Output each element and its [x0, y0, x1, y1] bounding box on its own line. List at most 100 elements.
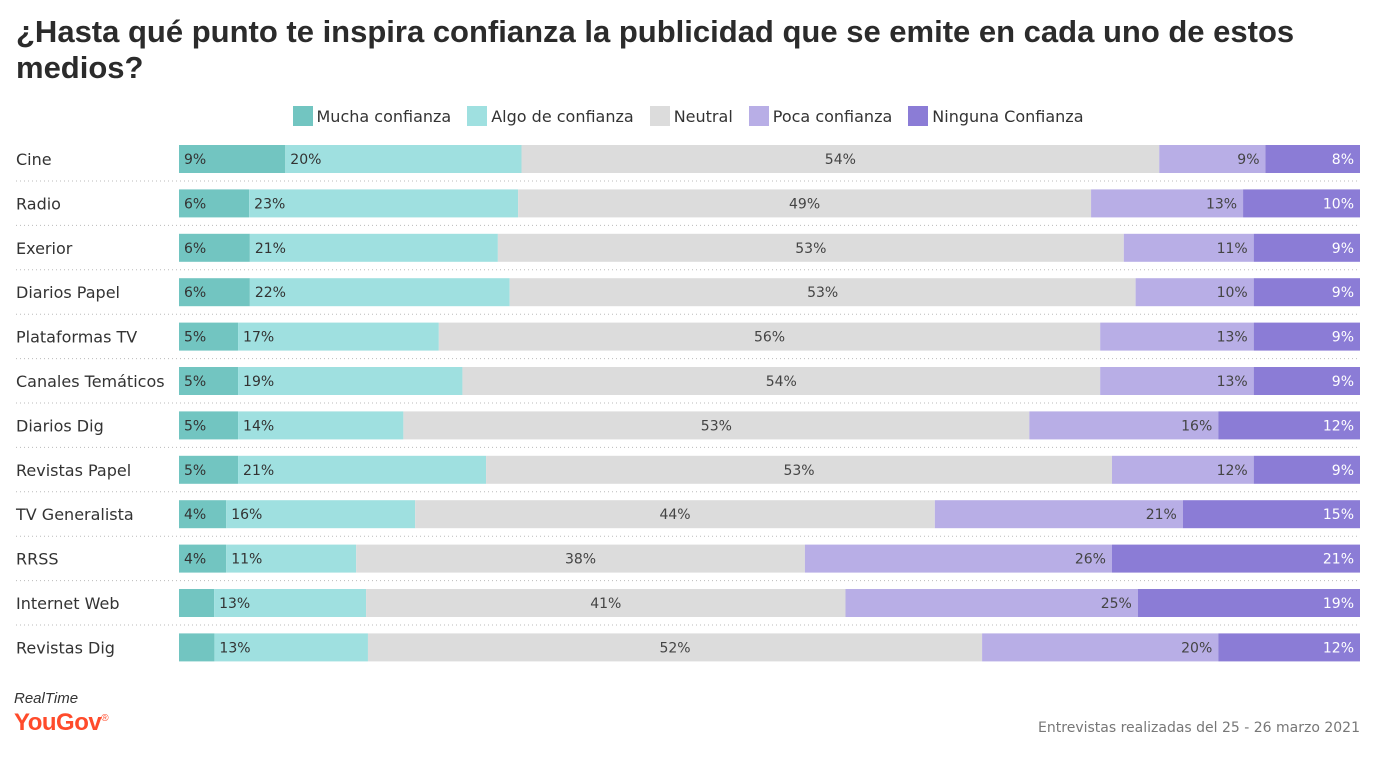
bar-segment-neutral-diarios-dig: [403, 411, 1030, 440]
category-label-radio: Radio: [16, 194, 61, 213]
legend-item-neutral: Neutral: [649, 106, 733, 126]
data-label-mucha-canales-temáticos: 5%: [184, 374, 206, 390]
data-label-mucha-diarios-dig: 5%: [184, 418, 206, 434]
bar-segment-algo-plataformas-tv: [238, 322, 439, 351]
bar-segment-neutral-cine: [521, 145, 1160, 173]
data-label-neutral-exerior: 53%: [795, 241, 826, 257]
bar-segment-poca-diarios-papel: [1135, 278, 1254, 307]
bar-segment-algo-radio: [249, 189, 519, 218]
data-label-mucha-cine: 9%: [184, 152, 206, 168]
bar-segment-mucha-internet-web: [179, 589, 215, 617]
legend-label-ninguna: Ninguna Confianza: [932, 106, 1084, 126]
data-label-poca-diarios-dig: 16%: [1181, 418, 1212, 434]
data-label-ninguna-plataformas-tv: 9%: [1332, 330, 1354, 346]
data-label-ninguna-tv-generalista: 15%: [1323, 507, 1354, 523]
legend-item-ninguna: Ninguna Confianza: [908, 106, 1084, 126]
stacked-bar-chart: Cine 9% 20% 54% 9% 8% Radio 6% 23% 49% 13% 10% Exeri…: [15, 145, 1360, 662]
data-label-poca-exerior: 11%: [1217, 241, 1248, 257]
bar-segment-poca-tv-generalista: [934, 500, 1183, 529]
legend-item-mucha: Mucha confianza: [292, 106, 452, 126]
bar-segment-poca-cine: [1159, 145, 1266, 173]
bar-segment-algo-revistas-papel: [238, 455, 487, 484]
data-label-ninguna-cine: 8%: [1332, 152, 1354, 168]
data-label-algo-radio: 23%: [254, 196, 285, 212]
data-label-ninguna-revistas-dig: 12%: [1323, 640, 1354, 656]
data-label-ninguna-diarios-dig: 12%: [1323, 418, 1354, 434]
bar-segment-poca-internet-web: [845, 589, 1138, 617]
bar-segment-mucha-diarios-papel: [179, 278, 250, 307]
bar-segment-ninguna-canales-temáticos: [1253, 367, 1360, 395]
category-label-tv-generalista: TV Generalista: [15, 505, 134, 524]
legend-item-poca: Poca confianza: [748, 106, 892, 126]
bar-segment-mucha-canales-temáticos: [179, 367, 239, 395]
bar-segment-poca-rrss: [804, 544, 1112, 573]
data-label-neutral-tv-generalista: 44%: [659, 507, 690, 523]
data-label-neutral-diarios-dig: 53%: [701, 418, 732, 434]
legend-swatch-algo: [467, 106, 488, 126]
data-label-ninguna-rrss: 21%: [1323, 552, 1354, 568]
data-label-poca-cine: 9%: [1237, 152, 1259, 168]
data-label-algo-internet-web: 13%: [219, 596, 250, 612]
bar-segment-poca-radio: [1091, 189, 1244, 218]
bar-segment-neutral-tv-generalista: [415, 500, 935, 529]
data-label-neutral-radio: 49%: [789, 196, 820, 212]
bar-segment-algo-diarios-dig: [238, 411, 404, 440]
data-label-algo-canales-temáticos: 19%: [243, 374, 274, 390]
category-label-revistas-papel: Revistas Papel: [16, 461, 131, 480]
data-label-algo-cine: 20%: [290, 152, 321, 168]
chart-title: ¿Hasta qué punto te inspira confianza la…: [16, 14, 1295, 85]
bar-segment-ninguna-exerior: [1253, 233, 1360, 262]
data-label-ninguna-exerior: 9%: [1332, 241, 1354, 257]
legend-swatch-poca: [748, 106, 769, 126]
bar-segment-poca-revistas-papel: [1111, 455, 1254, 484]
bar-segment-mucha-revistas-dig: [179, 633, 215, 662]
category-label-cine: Cine: [16, 150, 52, 169]
data-label-mucha-plataformas-tv: 5%: [184, 330, 206, 346]
bar-segment-neutral-exerior: [497, 233, 1124, 262]
data-label-ninguna-diarios-papel: 9%: [1332, 285, 1354, 301]
yougov-logo: YouGov®: [14, 709, 109, 736]
bar-segment-poca-revistas-dig: [982, 633, 1219, 662]
data-label-poca-plataformas-tv: 13%: [1217, 330, 1248, 346]
data-label-algo-rrss: 11%: [231, 552, 262, 568]
data-label-neutral-cine: 54%: [825, 152, 856, 168]
data-label-mucha-exerior: 6%: [184, 241, 206, 257]
category-label-rrss: RRSS: [16, 550, 59, 569]
bar-segment-neutral-canales-temáticos: [462, 367, 1101, 395]
legend-label-mucha: Mucha confianza: [316, 106, 452, 126]
bar-segment-mucha-radio: [179, 189, 250, 218]
data-label-algo-tv-generalista: 16%: [231, 507, 262, 523]
bar-segment-neutral-revistas-dig: [367, 633, 983, 662]
data-label-poca-diarios-papel: 10%: [1217, 285, 1248, 301]
bar-segment-algo-exerior: [249, 233, 498, 262]
bar-segment-poca-exerior: [1123, 233, 1254, 262]
data-label-poca-rrss: 26%: [1075, 552, 1106, 568]
bar-segment-mucha-exerior: [179, 233, 250, 262]
bar-segment-ninguna-rrss: [1111, 544, 1360, 573]
data-label-neutral-revistas-papel: 53%: [783, 463, 814, 479]
bar-segment-ninguna-diarios-dig: [1218, 411, 1360, 440]
bar-segment-algo-tv-generalista: [226, 500, 416, 529]
category-label-diarios-papel: Diarios Papel: [16, 283, 120, 302]
source-logo: RealTime YouGov®: [14, 690, 109, 737]
bar-segment-algo-revistas-dig: [214, 633, 368, 662]
legend-swatch-mucha: [292, 106, 313, 126]
data-label-poca-radio: 13%: [1206, 196, 1237, 212]
footnote: Entrevistas realizadas del 25 - 26 marzo…: [1038, 720, 1360, 736]
bar-segment-neutral-revistas-papel: [486, 455, 1112, 484]
bar-segment-ninguna-revistas-dig: [1218, 633, 1360, 662]
bar-segment-mucha-cine: [179, 145, 286, 173]
bar-segment-algo-rrss: [226, 544, 357, 573]
data-label-poca-tv-generalista: 21%: [1146, 507, 1177, 523]
data-label-mucha-radio: 6%: [184, 196, 206, 212]
data-label-neutral-revistas-dig: 52%: [659, 640, 690, 656]
bar-segment-ninguna-revistas-papel: [1253, 455, 1360, 484]
legend: Mucha confianza Algo de confianza Neutra…: [0, 104, 1376, 128]
bar-segment-neutral-internet-web: [366, 589, 846, 617]
data-label-mucha-rrss: 4%: [184, 552, 206, 568]
legend-swatch-neutral: [649, 106, 670, 126]
bar-segment-neutral-rrss: [356, 544, 805, 573]
data-label-ninguna-canales-temáticos: 9%: [1332, 374, 1354, 390]
bar-segment-mucha-plataformas-tv: [179, 322, 239, 351]
bar-segment-algo-cine: [285, 145, 522, 173]
